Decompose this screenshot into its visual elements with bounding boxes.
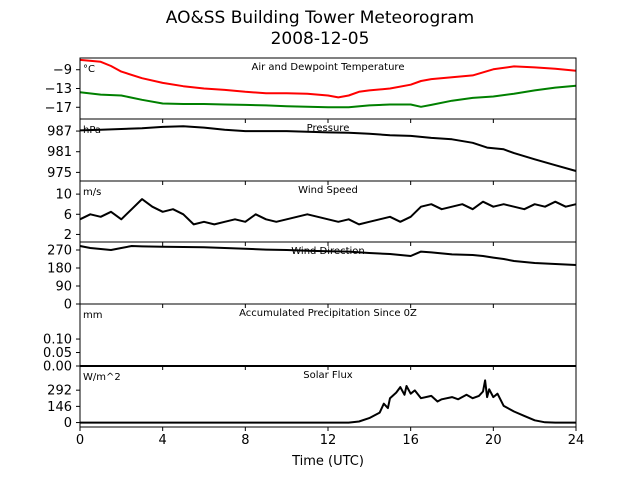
chart-title: AO&SS Building Tower Meteorogram bbox=[165, 8, 475, 28]
x-tick-label: 20 bbox=[485, 433, 502, 448]
solar-flux-ytick-label: 146 bbox=[47, 400, 72, 415]
x-tick-label: 4 bbox=[159, 433, 167, 448]
wind-direction-ytick-label: 90 bbox=[55, 280, 72, 295]
wind-speed-title: Wind Speed bbox=[298, 185, 358, 196]
wind-speed-series-1 bbox=[79, 198, 577, 226]
wind-direction-ytick-label: 270 bbox=[47, 244, 72, 259]
wind-speed-ytick-label: 10 bbox=[55, 188, 72, 203]
x-tick-label: 12 bbox=[320, 433, 337, 448]
pressure-ytick-label: 975 bbox=[47, 166, 72, 181]
wind-speed-ytick-label: 6 bbox=[64, 208, 72, 223]
wind-direction-title: Wind Direction bbox=[291, 246, 365, 257]
accumulated-precipitation-since-0z-unit: mm bbox=[83, 310, 102, 321]
wind-speed-unit: m/s bbox=[83, 187, 101, 198]
x-tick-label: 8 bbox=[241, 433, 249, 448]
solar-flux-series-1 bbox=[80, 379, 576, 424]
solar-flux-frame bbox=[79, 365, 577, 428]
solar-flux-ytick-label: 0 bbox=[64, 416, 72, 431]
accumulated-precipitation-since-0z-title: Accumulated Precipitation Since 0Z bbox=[239, 308, 417, 319]
solar-flux-unit: W/m^2 bbox=[83, 372, 121, 383]
pressure-ytick-label: 987 bbox=[47, 125, 72, 140]
accumulated-precipitation-since-0z-ytick-label: 0.10 bbox=[43, 333, 72, 348]
chart-date: 2008-12-05 bbox=[270, 29, 370, 49]
x-tick-label: 0 bbox=[76, 433, 84, 448]
x-axis-label: Time (UTC) bbox=[291, 454, 364, 469]
wind-direction-ytick-label: 0 bbox=[64, 298, 72, 313]
solar-flux-ytick-label: 292 bbox=[47, 384, 72, 399]
air-and-dewpoint-temperature-series-1 bbox=[79, 58, 577, 99]
accumulated-precipitation-since-0z-ytick-label: 0.00 bbox=[43, 360, 72, 375]
accumulated-precipitation-since-0z-ytick-label: 0.05 bbox=[43, 346, 72, 361]
air-and-dewpoint-temperature-series-2 bbox=[79, 84, 577, 109]
wind-direction-ytick-label: 180 bbox=[47, 262, 72, 277]
pressure-title: Pressure bbox=[307, 123, 350, 134]
solar-flux-title: Solar Flux bbox=[303, 370, 353, 381]
pressure-ytick-label: 981 bbox=[47, 145, 72, 160]
x-tick-label: 24 bbox=[568, 433, 585, 448]
air-and-dewpoint-temperature-ytick-label: −13 bbox=[45, 82, 72, 97]
pressure-series-1 bbox=[79, 125, 577, 172]
wind-direction-series-1 bbox=[79, 245, 577, 266]
air-and-dewpoint-temperature-unit: °C bbox=[83, 64, 95, 75]
x-tick-label: 16 bbox=[402, 433, 419, 448]
air-and-dewpoint-temperature-ytick-label: −9 bbox=[53, 63, 72, 78]
air-and-dewpoint-temperature-ytick-label: −17 bbox=[45, 101, 72, 116]
wind-speed-ytick-label: 2 bbox=[64, 228, 72, 243]
air-and-dewpoint-temperature-title: Air and Dewpoint Temperature bbox=[252, 62, 405, 73]
pressure-unit: hPa bbox=[83, 125, 101, 136]
